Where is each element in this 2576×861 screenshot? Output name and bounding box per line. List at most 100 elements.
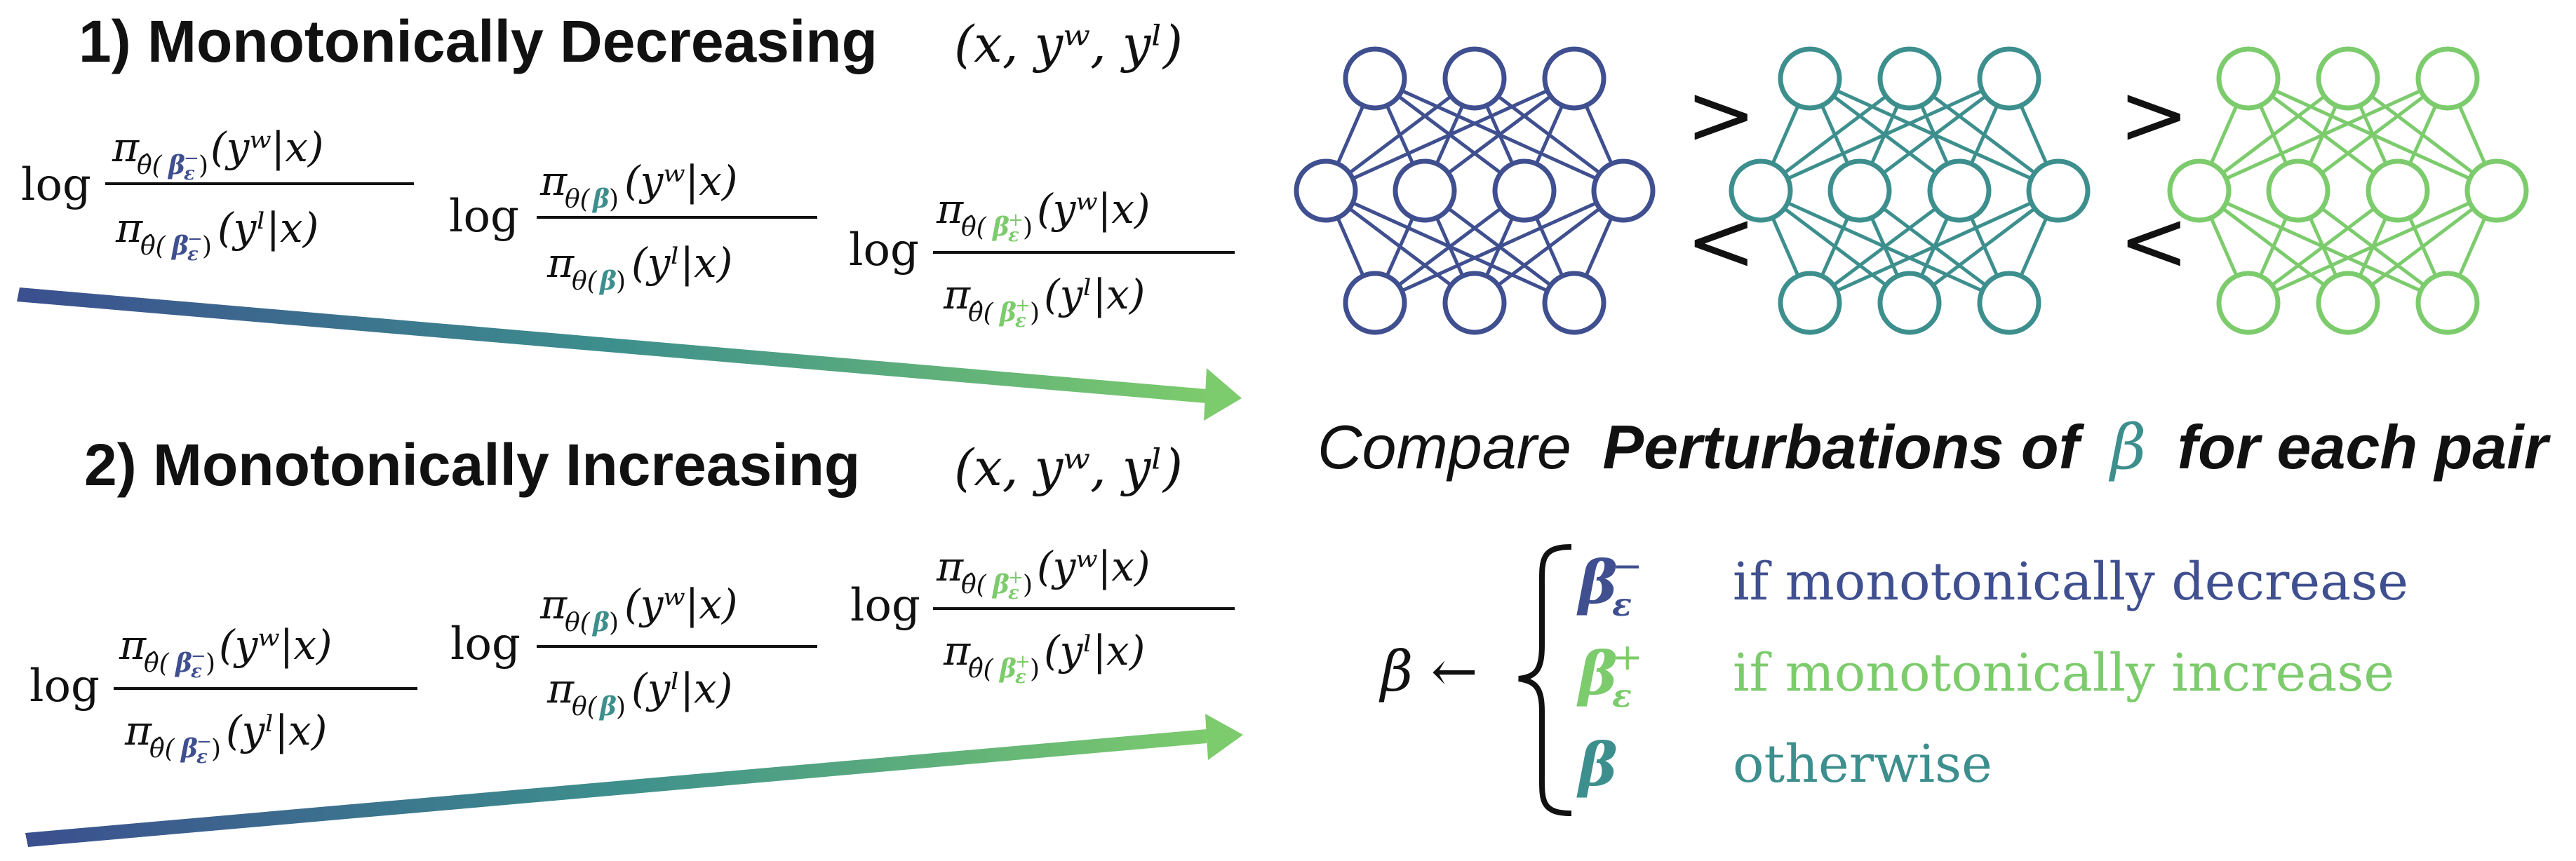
lt-symbol-2: < [2119,193,2189,290]
network-node [1927,158,1992,223]
svg-text:π: π [943,627,971,674]
svg-text:(yʷ|x): (yʷ|x) [219,621,333,669]
svg-text:): ) [206,649,215,678]
network-node [1977,46,2041,111]
svg-text:β: β [991,570,1009,599]
compare-tail: for each pair [2178,412,2551,482]
svg-text:θ(: θ( [565,185,591,214]
network-node [1343,271,1407,335]
network-node [2464,158,2529,223]
svg-text:log: log [450,618,521,670]
expr-row1-middle: log π θ( β ) (yʷ|x) π θ( β ) (yˡ|x) [449,157,817,296]
svg-text:θ̂(: θ̂( [961,213,987,242]
svg-text:ε: ε [184,163,195,184]
expr-row1-right: log π θ̂( β + ε ) (yʷ|x) π θ̂( β + ε ) (… [849,185,1235,332]
svg-text:(yˡ|x): (yˡ|x) [217,204,318,252]
svg-text:π: π [112,123,140,171]
network-dark [1294,46,1656,335]
svg-text:θ̂(: θ̂( [140,232,166,261]
network-node [2415,46,2480,111]
svg-text:(yʷ|x): (yʷ|x) [210,123,324,171]
svg-text:θ̂(: θ̂( [968,299,994,327]
rule-case-decrease: β − ε if monotonically decrease [1576,545,2408,623]
svg-text:β: β [174,649,192,678]
svg-text:): ) [1030,655,1040,684]
network-node [1542,271,1606,335]
svg-text:−: − [196,731,212,752]
rule-brace [1518,544,1572,816]
case1-sub: ε [1612,585,1632,623]
svg-text:π: π [124,707,152,754]
svg-text:θ̂(: θ̂( [149,735,175,764]
svg-text:β: β [180,734,198,764]
network-node [1492,158,1557,223]
decreasing-arrow [17,287,1242,421]
svg-text:): ) [211,735,221,764]
section2-title: 2) Monotonically Increasing [84,432,860,498]
network-edge [1809,189,2060,305]
case3-text: otherwise [1733,734,1992,794]
svg-text:θ̂(: θ̂( [968,655,994,684]
case2-sup: + [1612,637,1643,679]
svg-text:+: + [1008,567,1024,588]
svg-text:(yˡ|x): (yˡ|x) [1044,627,1145,674]
svg-text:log: log [21,159,91,211]
case3-beta: β [1576,730,1618,799]
svg-text:π: π [943,271,971,318]
svg-text:−: − [184,148,199,169]
case2-beta: β [1576,639,1618,708]
svg-text:ε: ε [187,244,199,265]
svg-text:): ) [1023,571,1033,599]
expr-row2-right: log π θ̂( β + ε ) (yʷ|x) π θ̂( β + ε ) (… [850,543,1235,688]
svg-text:π: π [115,204,143,252]
svg-text:): ) [616,267,626,296]
expr-row1-left: log π θ̂( β − ε ) (yʷ|x) π θ̂( β − ε ) (… [21,123,414,265]
svg-text:θ̂(: θ̂( [144,649,170,678]
network-edge [2247,189,2498,305]
svg-text:β: β [998,654,1017,684]
svg-text:π: π [546,239,575,287]
network-node [2415,271,2480,335]
lt-symbol-1: < [1686,193,1757,290]
svg-text:+: + [1015,651,1031,672]
gt-symbol-1: > [1686,67,1757,164]
network-node [1343,46,1407,111]
svg-text:): ) [609,609,619,637]
case1-text: if monotonically decrease [1733,552,2408,612]
rule-case-otherwise: β otherwise [1576,730,1992,799]
svg-text:(yʷ|x): (yʷ|x) [624,581,738,628]
rule-lhs: β ← [1378,639,1478,704]
svg-text:β: β [991,212,1009,242]
case2-text: if monotonically increase [1733,643,2394,703]
svg-text:β: β [598,692,617,721]
network-node [2216,46,2281,111]
network-node [1591,158,1656,223]
svg-text:β: β [591,184,610,214]
svg-text:θ̂(: θ̂( [961,571,987,599]
svg-text:log: log [850,580,920,632]
increasing-arrow [25,714,1243,847]
network-edge [1324,76,1576,193]
svg-text:θ̂(: θ̂( [137,151,163,180]
network-node [1729,158,1793,223]
svg-text:π: π [539,157,568,205]
case1-sup: − [1612,545,1643,588]
svg-text:β: β [998,298,1017,327]
case1-beta: β [1576,548,1618,617]
svg-text:(yˡ|x): (yˡ|x) [226,707,327,754]
svg-text:ε: ε [1015,667,1026,688]
svg-text:−: − [191,646,206,667]
network-node [2366,158,2430,223]
svg-text:π: π [936,185,964,233]
network-light [2167,46,2529,335]
compare-caption: Compare Perturbations of β for each pair [1317,411,2551,483]
network-node [1442,46,1507,111]
network-node [1778,271,1842,335]
svg-text:): ) [199,151,208,180]
svg-text:): ) [1030,299,1040,327]
network-node [2316,46,2380,111]
section1-tuple: (x, yʷ, yˡ) [954,15,1183,74]
svg-text:log: log [849,224,919,276]
svg-text:(yˡ|x): (yˡ|x) [631,665,732,712]
